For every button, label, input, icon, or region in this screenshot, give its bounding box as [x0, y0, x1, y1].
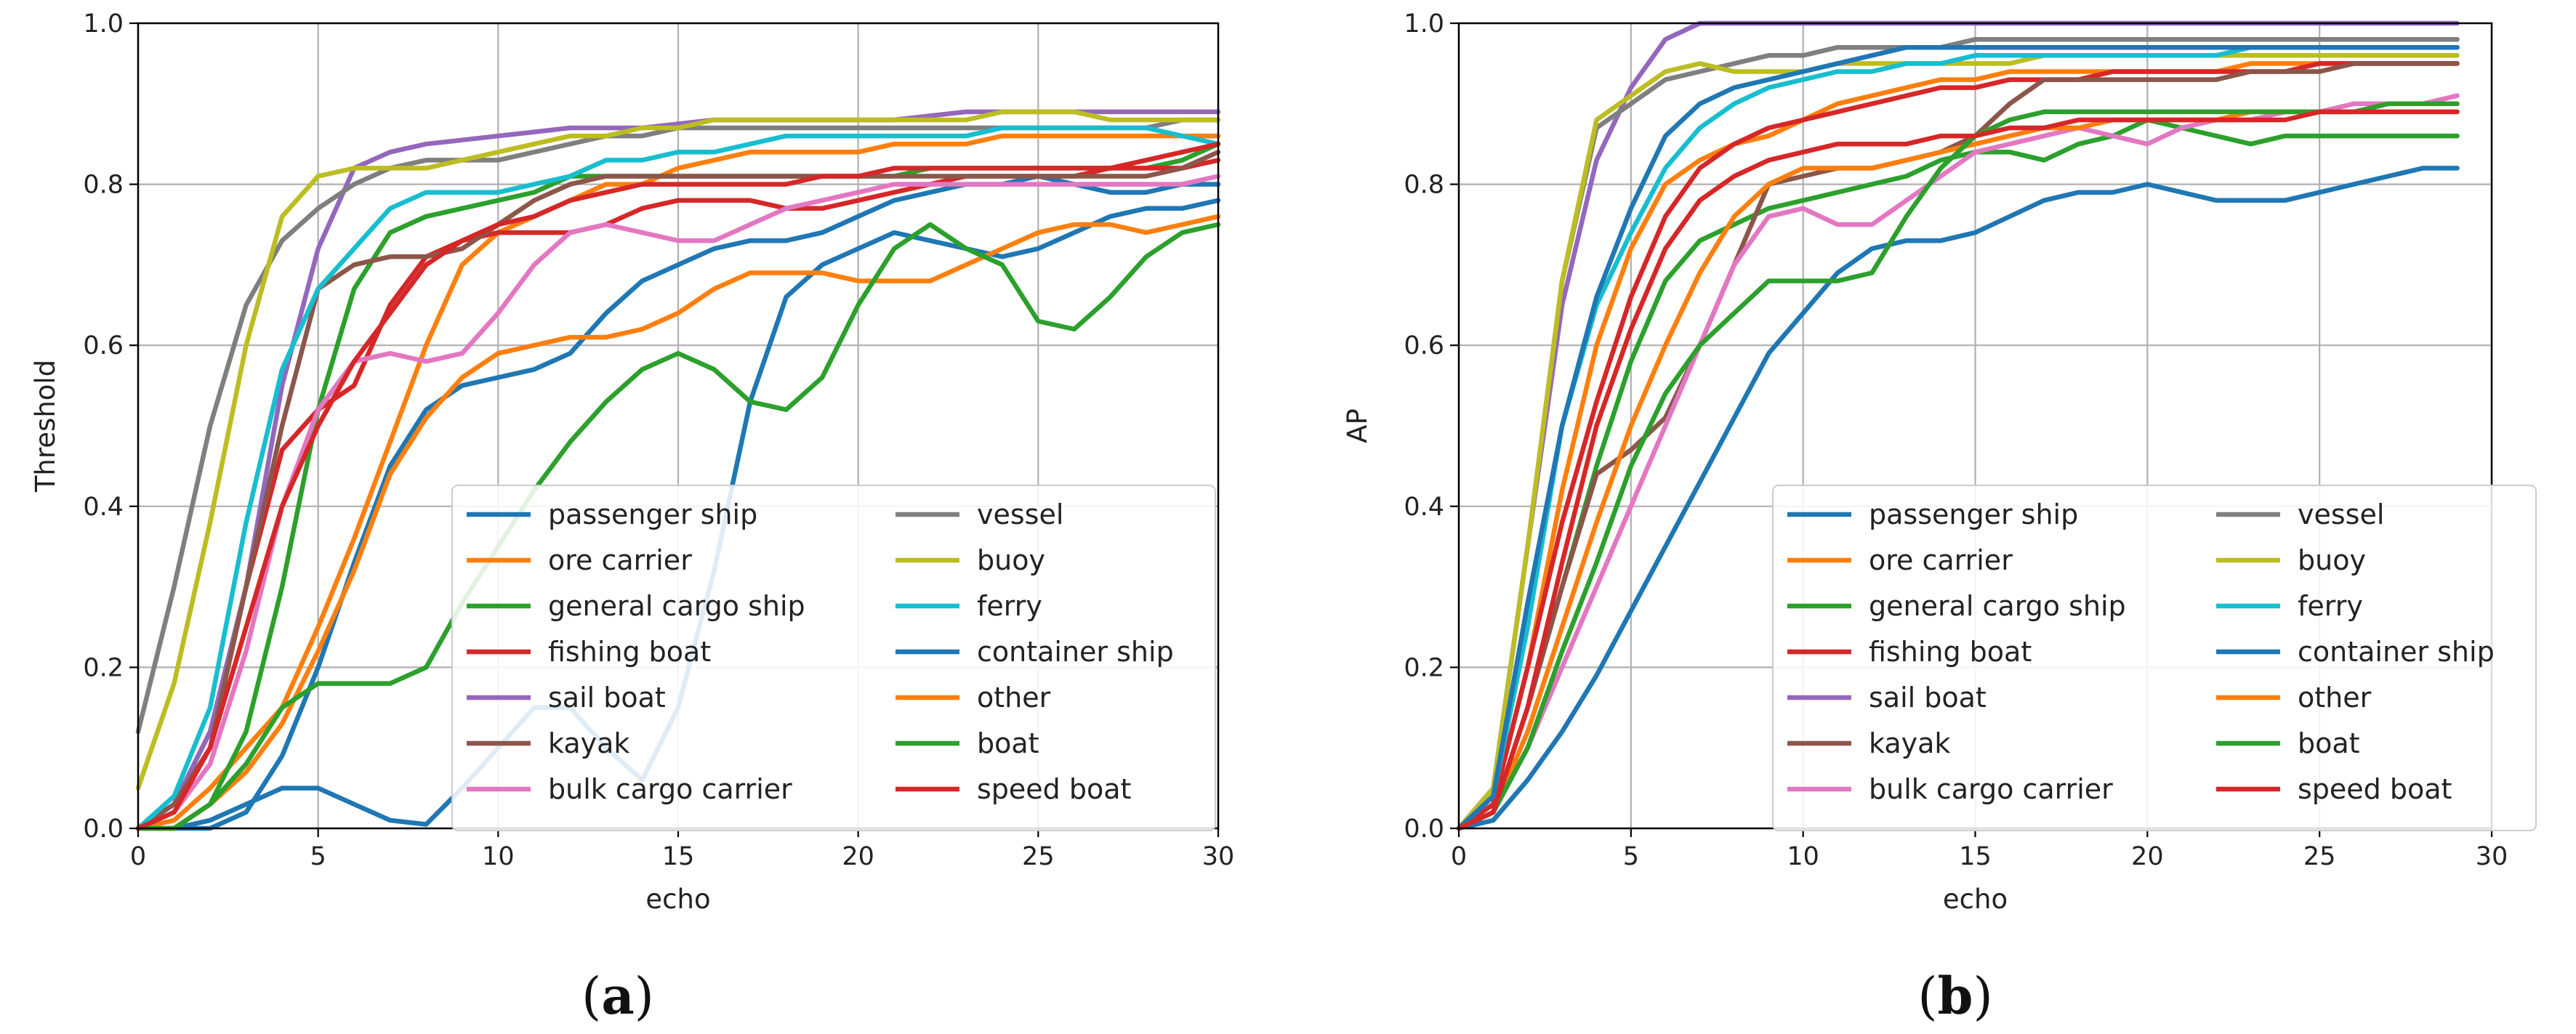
panel-a-legend-label-container-ship: container ship: [977, 636, 1174, 668]
panel-a-legend-label-speed-boat: speed boat: [977, 773, 1131, 805]
panel-a-y-tick-label-5: 1.0: [83, 9, 124, 39]
panel-a-legend-label-passenger-ship: passenger ship: [548, 498, 757, 530]
panel-a-y-tick-label-0: 0.0: [83, 815, 124, 844]
panel-b-legend-box: [1772, 485, 2537, 831]
panel-a-x-tick-label-5: 25: [1022, 842, 1055, 871]
panel-a-legend-label-vessel: vessel: [977, 498, 1063, 530]
panel-b-legend-label-fishing-boat: fishing boat: [1869, 636, 2032, 668]
panel-b-legend-label-bulk-cargo-carrier: bulk cargo carrier: [1869, 773, 2113, 805]
panel-a-series-line-other: [135, 214, 1221, 831]
panel-a-series: [135, 109, 1221, 831]
panel-b-legend-label-general-cargo-ship: general cargo ship: [1869, 590, 2126, 622]
panel-b-y-tick-label-5: 1.0: [1404, 9, 1444, 39]
panel-a-series-line-ore-carrier: [135, 133, 1221, 831]
panel-b-legend: passenger ship ore carrier general cargo s…: [1772, 485, 2537, 831]
panel-b-legend-label-container-ship: container ship: [2298, 636, 2495, 668]
panel-b-legend-label-passenger-ship: passenger ship: [1869, 498, 2078, 530]
panel-a-legend-label-sail-boat: sail boat: [548, 682, 666, 714]
panel-a-y-tick-label-3: 0.6: [83, 331, 124, 360]
panel-b-legend-label-kayak: kayak: [1869, 727, 1950, 759]
panel-b-caption-letter: b: [1938, 966, 1973, 1026]
panel-b-legend-label-ferry: ferry: [2298, 590, 2363, 622]
panel-b-series-line-kayak: [1456, 61, 2460, 831]
panel-a-x-axis-label: echo: [645, 884, 710, 915]
panel-a-x-ticks: 0 5 10 15 20 25 30: [130, 828, 1234, 871]
panel-a-x-tick-label-6: 30: [1202, 842, 1235, 871]
panel-b-x-tick-label-2: 10: [1787, 842, 1819, 871]
panel-b-y-tick-label-1: 0.2: [1404, 653, 1444, 682]
panel-b: 0 5 10 15 20 25 30 0.00.20.40.60.81.0 echo AP …: [1342, 9, 2537, 1026]
panel-a-legend-box: [451, 485, 1216, 831]
panel-a-legend-label-boat: boat: [977, 727, 1039, 759]
panel-a-legend-label-general-cargo-ship: general cargo ship: [548, 590, 805, 622]
panel-a-legend-label-bulk-cargo-carrier: bulk cargo carrier: [548, 773, 792, 805]
panel-b-series-line-vessel: [1456, 36, 2460, 831]
panel-a-series-line-bulk-cargo-carrier: [135, 174, 1221, 831]
panel-a-x-tick-label-2: 10: [482, 842, 515, 871]
panel-b-legend-label-ore-carrier: ore carrier: [1869, 544, 2013, 576]
panel-b-legend-label-boat: boat: [2298, 727, 2360, 759]
panel-b-y-tick-label-0: 0.0: [1404, 815, 1444, 844]
panel-a-caption: (a): [581, 966, 654, 1026]
panel-b-series-line-buoy: [1456, 53, 2460, 831]
panel-b-series-line-passenger-ship: [1456, 166, 2460, 831]
panel-b-x-tick-label-6: 30: [2476, 842, 2508, 871]
panel-a-y-axis-label: Threshold: [30, 360, 61, 493]
panel-a: 0 5 10 15 20 25 30 0.0 0.2 0.4 0.6 0.8 1.0 echo Thr…: [30, 9, 1234, 1026]
panel-a-legend-label-kayak: kayak: [548, 727, 629, 759]
panel-b-y-ticks: 0.0 0.2 0.4 0.6 0.8 1.0: [1404, 9, 1459, 844]
panel-a-x-tick-label-3: 15: [662, 842, 695, 871]
panel-a-legend-label-buoy: buoy: [977, 544, 1045, 576]
panel-b-series-line-container-ship: [1456, 44, 2460, 831]
panel-b-x-tick-label-4: 20: [2131, 842, 2164, 871]
panel-b-x-tick-label-0: 0: [1451, 842, 1467, 871]
panel-a-y-tick-label-1: 0.2: [83, 653, 124, 682]
panel-b-series-line-ore-carrier: [1456, 61, 2460, 831]
panel-a-series-line-buoy: [135, 109, 1221, 791]
panel-a-series-line-speed-boat: [135, 141, 1221, 831]
panel-b-legend-label-other: other: [2298, 682, 2372, 714]
panel-a-y-tick-label-2: 0.4: [83, 493, 124, 522]
panel-b-y-axis-label: AP: [1342, 408, 1373, 443]
panel-b-y-tick-label-4: 0.8: [1404, 171, 1444, 200]
panel-b-legend-label-vessel: vessel: [2298, 498, 2384, 530]
panel-a-caption-letter: a: [601, 966, 634, 1026]
panel-a-y-tick-label-4: 0.8: [83, 171, 124, 200]
panel-a-y-ticks: 0.0 0.2 0.4 0.6 0.8 1.0: [83, 9, 138, 844]
panel-b-legend-label-sail-boat: sail boat: [1869, 682, 1987, 714]
panel-b-y-tick-label-2: 0.4: [1404, 493, 1444, 522]
panel-a-legend-label-fishing-boat: fishing boat: [548, 636, 711, 668]
panel-b-series: [1456, 20, 2460, 831]
panel-b-series-line-boat: [1456, 101, 2460, 831]
panel-a-legend: passenger ship ore carrier general cargo s…: [451, 485, 1216, 831]
panel-b-series-line-general-cargo-ship: [1456, 117, 2460, 831]
panel-b-x-tick-label-1: 5: [1623, 842, 1639, 871]
panel-b-x-axis-label: echo: [1943, 884, 2008, 915]
panel-a-x-tick-label-1: 5: [310, 842, 326, 871]
panel-b-x-tick-label-3: 15: [1959, 842, 1992, 871]
panel-b-legend-label-buoy: buoy: [2298, 544, 2366, 576]
panel-a-legend-label-other: other: [977, 682, 1051, 714]
panel-a-x-tick-label-4: 20: [842, 842, 874, 871]
panel-a-legend-label-ore-carrier: ore carrier: [548, 544, 692, 576]
panel-a-series-line-ferry: [135, 125, 1221, 831]
panel-a-x-tick-label-0: 0: [130, 842, 146, 871]
panel-b-legend-label-speed-boat: speed boat: [2298, 773, 2452, 805]
panel-b-caption: (b): [1917, 966, 1993, 1026]
panel-b-x-tick-label-5: 25: [2303, 842, 2336, 871]
panel-a-series-line-boat: [135, 222, 1221, 831]
panel-b-x-ticks: 0 5 10 15 20 25 30: [1451, 828, 2508, 871]
panel-a-legend-label-ferry: ferry: [977, 590, 1042, 622]
panel-b-series-line-speed-boat: [1456, 109, 2460, 831]
panel-b-y-tick-label-3: 0.6: [1404, 331, 1444, 360]
